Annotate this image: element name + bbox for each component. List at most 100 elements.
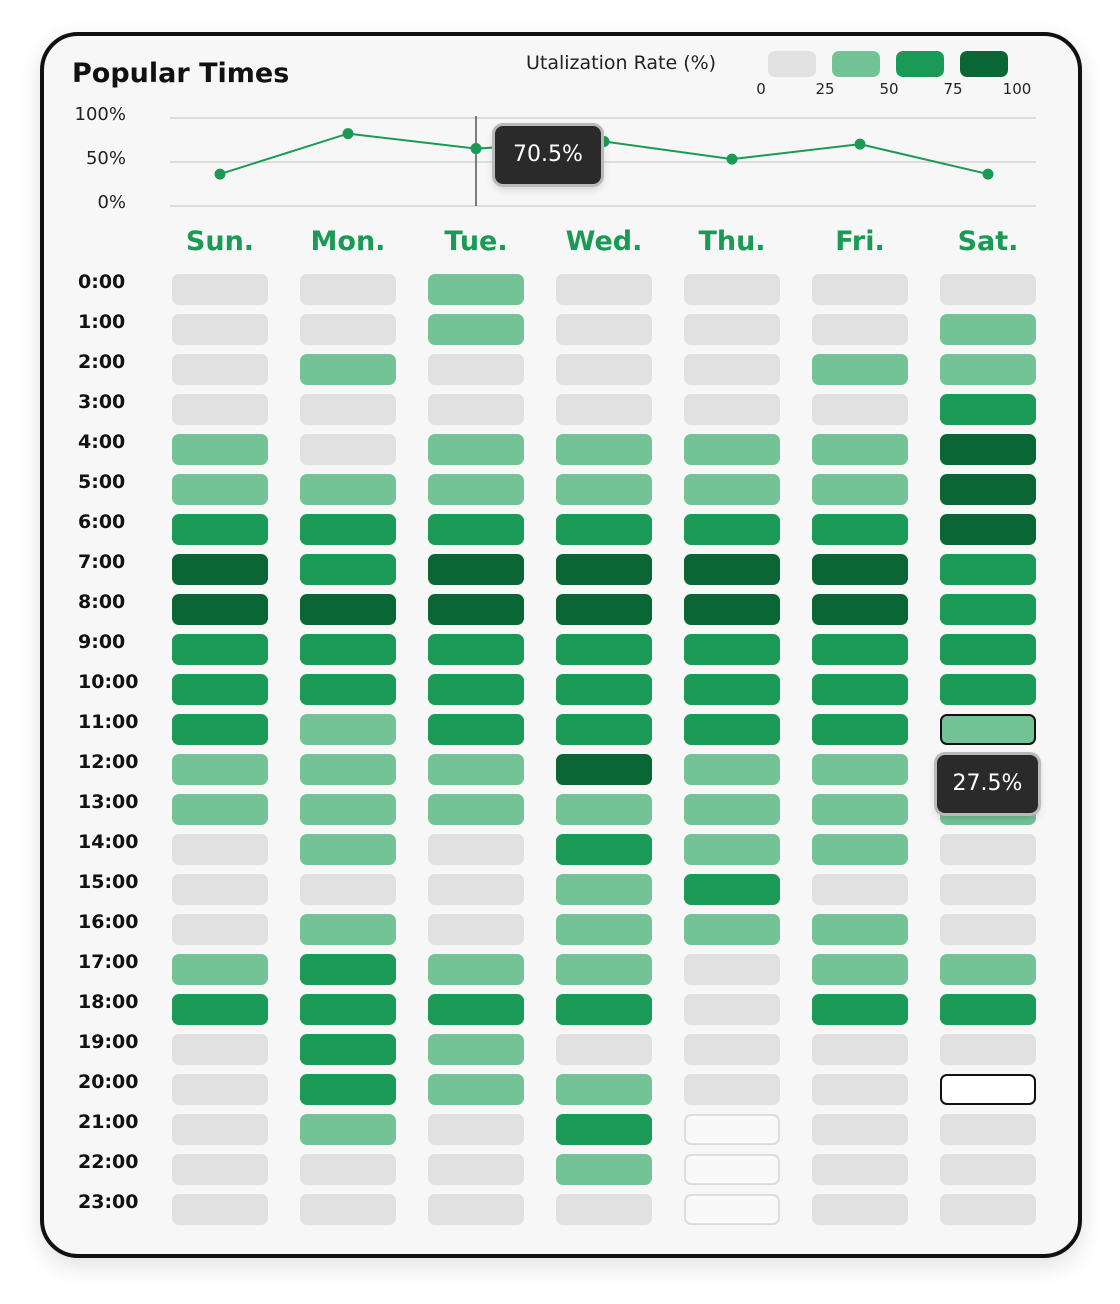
heatmap-cell-Sun.-18:00[interactable] [172,994,268,1025]
heatmap-cell-Wed.-9:00[interactable] [556,634,652,665]
heatmap-cell-Tue.-5:00[interactable] [428,474,524,505]
heatmap-cell-Thu.-7:00[interactable] [684,554,780,585]
heatmap-cell-Sat.-7:00[interactable] [940,554,1036,585]
heatmap-cell-Mon.-23:00[interactable] [300,1194,396,1225]
heatmap-cell-Wed.-10:00[interactable] [556,674,652,705]
heatmap-cell-Wed.-2:00[interactable] [556,354,652,385]
heatmap-cell-Sat.-11:00[interactable] [940,714,1036,745]
heatmap-cell-Tue.-20:00[interactable] [428,1074,524,1105]
heatmap-cell-Fri.-11:00[interactable] [812,714,908,745]
heatmap-cell-Sun.-16:00[interactable] [172,914,268,945]
heatmap-cell-Wed.-3:00[interactable] [556,394,652,425]
heatmap-cell-Thu.-14:00[interactable] [684,834,780,865]
heatmap-cell-Fri.-17:00[interactable] [812,954,908,985]
heatmap-cell-Sun.-13:00[interactable] [172,794,268,825]
heatmap-cell-Sat.-10:00[interactable] [940,674,1036,705]
heatmap-cell-Mon.-0:00[interactable] [300,274,396,305]
heatmap-cell-Sat.-3:00[interactable] [940,394,1036,425]
heatmap-cell-Tue.-9:00[interactable] [428,634,524,665]
heatmap-cell-Mon.-21:00[interactable] [300,1114,396,1145]
heatmap-cell-Wed.-19:00[interactable] [556,1034,652,1065]
heatmap-cell-Tue.-1:00[interactable] [428,314,524,345]
heatmap-cell-Tue.-2:00[interactable] [428,354,524,385]
heatmap-cell-Sun.-4:00[interactable] [172,434,268,465]
heatmap-cell-Sat.-18:00[interactable] [940,994,1036,1025]
heatmap-cell-Fri.-2:00[interactable] [812,354,908,385]
heatmap-cell-Sat.-8:00[interactable] [940,594,1036,625]
heatmap-cell-Tue.-23:00[interactable] [428,1194,524,1225]
heatmap-cell-Wed.-16:00[interactable] [556,914,652,945]
heatmap-cell-Mon.-1:00[interactable] [300,314,396,345]
heatmap-cell-Wed.-11:00[interactable] [556,714,652,745]
heatmap-cell-Sat.-21:00[interactable] [940,1114,1036,1145]
heatmap-cell-Tue.-11:00[interactable] [428,714,524,745]
heatmap-cell-Mon.-19:00[interactable] [300,1034,396,1065]
heatmap-cell-Thu.-15:00[interactable] [684,874,780,905]
heatmap-cell-Wed.-0:00[interactable] [556,274,652,305]
heatmap-cell-Mon.-14:00[interactable] [300,834,396,865]
heatmap-cell-Fri.-23:00[interactable] [812,1194,908,1225]
heatmap-cell-Thu.-6:00[interactable] [684,514,780,545]
heatmap-cell-Fri.-14:00[interactable] [812,834,908,865]
heatmap-cell-Thu.-20:00[interactable] [684,1074,780,1105]
heatmap-cell-Fri.-7:00[interactable] [812,554,908,585]
heatmap-cell-Wed.-14:00[interactable] [556,834,652,865]
heatmap-cell-Tue.-16:00[interactable] [428,914,524,945]
heatmap-cell-Thu.-13:00[interactable] [684,794,780,825]
heatmap-cell-Fri.-9:00[interactable] [812,634,908,665]
heatmap-cell-Sun.-6:00[interactable] [172,514,268,545]
heatmap-cell-Fri.-10:00[interactable] [812,674,908,705]
heatmap-cell-Sun.-22:00[interactable] [172,1154,268,1185]
heatmap-cell-Sun.-5:00[interactable] [172,474,268,505]
heatmap-cell-Sat.-15:00[interactable] [940,874,1036,905]
heatmap-cell-Fri.-15:00[interactable] [812,874,908,905]
heatmap-cell-Tue.-8:00[interactable] [428,594,524,625]
heatmap-cell-Thu.-11:00[interactable] [684,714,780,745]
heatmap-cell-Fri.-12:00[interactable] [812,754,908,785]
heatmap-cell-Mon.-18:00[interactable] [300,994,396,1025]
heatmap-cell-Sun.-23:00[interactable] [172,1194,268,1225]
heatmap-cell-Tue.-4:00[interactable] [428,434,524,465]
heatmap-cell-Mon.-11:00[interactable] [300,714,396,745]
heatmap-cell-Tue.-0:00[interactable] [428,274,524,305]
heatmap-cell-Sun.-20:00[interactable] [172,1074,268,1105]
heatmap-cell-Tue.-17:00[interactable] [428,954,524,985]
heatmap-cell-Mon.-4:00[interactable] [300,434,396,465]
heatmap-cell-Sun.-1:00[interactable] [172,314,268,345]
heatmap-cell-Tue.-13:00[interactable] [428,794,524,825]
heatmap-cell-Sun.-2:00[interactable] [172,354,268,385]
heatmap-cell-Wed.-12:00[interactable] [556,754,652,785]
heatmap-cell-Fri.-19:00[interactable] [812,1034,908,1065]
heatmap-cell-Fri.-21:00[interactable] [812,1114,908,1145]
heatmap-cell-Sun.-12:00[interactable] [172,754,268,785]
heatmap-cell-Thu.-12:00[interactable] [684,754,780,785]
heatmap-cell-Sun.-15:00[interactable] [172,874,268,905]
heatmap-cell-Thu.-18:00[interactable] [684,994,780,1025]
heatmap-cell-Sun.-10:00[interactable] [172,674,268,705]
heatmap-cell-Mon.-15:00[interactable] [300,874,396,905]
heatmap-cell-Sat.-19:00[interactable] [940,1034,1036,1065]
heatmap-cell-Wed.-20:00[interactable] [556,1074,652,1105]
heatmap-cell-Thu.-17:00[interactable] [684,954,780,985]
heatmap-cell-Sat.-1:00[interactable] [940,314,1036,345]
heatmap-cell-Fri.-4:00[interactable] [812,434,908,465]
heatmap-cell-Sat.-16:00[interactable] [940,914,1036,945]
heatmap-cell-Wed.-22:00[interactable] [556,1154,652,1185]
heatmap-cell-Mon.-5:00[interactable] [300,474,396,505]
heatmap-cell-Sun.-11:00[interactable] [172,714,268,745]
heatmap-cell-Sat.-17:00[interactable] [940,954,1036,985]
heatmap-cell-Sun.-14:00[interactable] [172,834,268,865]
heatmap-cell-Tue.-21:00[interactable] [428,1114,524,1145]
heatmap-cell-Fri.-13:00[interactable] [812,794,908,825]
heatmap-cell-Thu.-2:00[interactable] [684,354,780,385]
heatmap-cell-Wed.-13:00[interactable] [556,794,652,825]
heatmap-cell-Wed.-6:00[interactable] [556,514,652,545]
heatmap-cell-Tue.-15:00[interactable] [428,874,524,905]
heatmap-cell-Tue.-10:00[interactable] [428,674,524,705]
heatmap-cell-Fri.-1:00[interactable] [812,314,908,345]
heatmap-cell-Wed.-1:00[interactable] [556,314,652,345]
heatmap-cell-Thu.-4:00[interactable] [684,434,780,465]
heatmap-cell-Fri.-8:00[interactable] [812,594,908,625]
heatmap-cell-Mon.-9:00[interactable] [300,634,396,665]
heatmap-cell-Sat.-4:00[interactable] [940,434,1036,465]
